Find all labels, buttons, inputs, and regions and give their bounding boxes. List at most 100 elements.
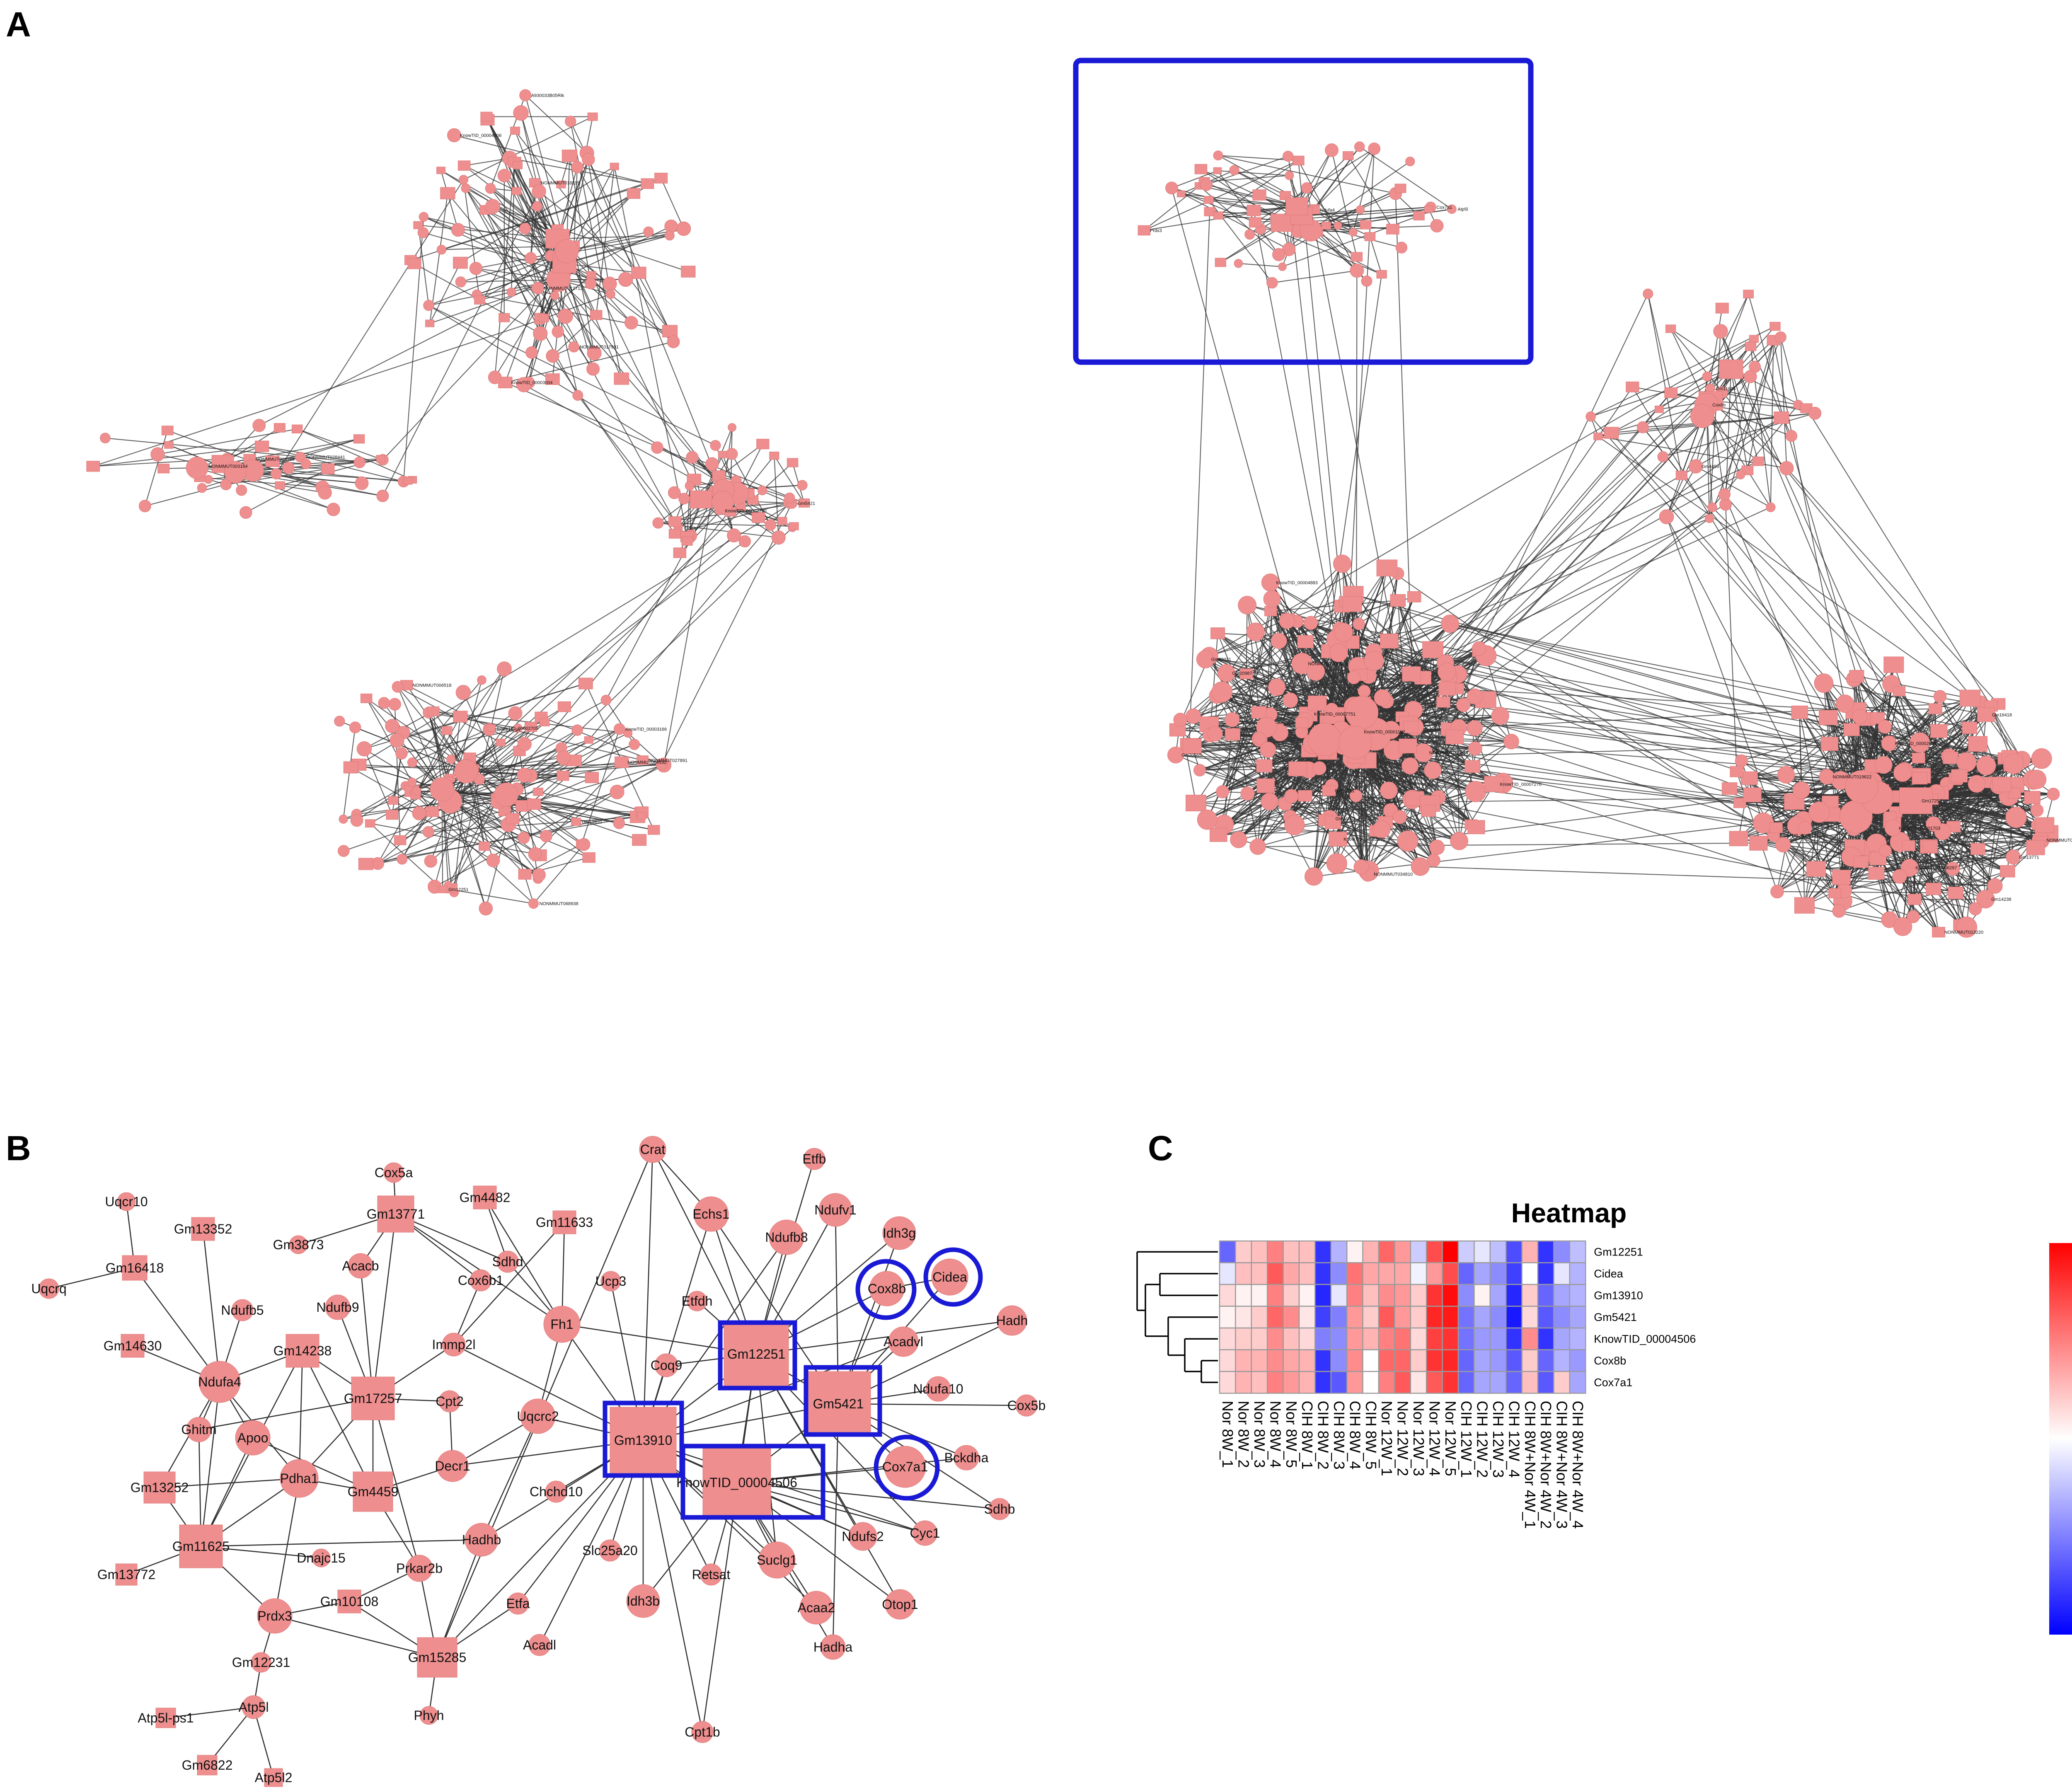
network-node xyxy=(1923,840,1938,852)
network-edge xyxy=(1725,504,1738,772)
network-node xyxy=(430,777,454,801)
node-apoo: Apoo xyxy=(235,1420,271,1456)
network-node xyxy=(1849,670,1864,682)
network-edge xyxy=(1447,688,1856,711)
network-edge xyxy=(382,193,634,460)
network-edge xyxy=(429,262,461,324)
network-node xyxy=(1343,151,1354,160)
network-node xyxy=(327,503,340,516)
node-label: Cox6b1 xyxy=(458,1273,503,1288)
heatmap-cell xyxy=(1251,1349,1268,1372)
network-b-edge xyxy=(200,1381,220,1547)
heatmap-cells xyxy=(1219,1240,1586,1394)
heatmap-cell xyxy=(1219,1327,1236,1350)
network-node xyxy=(392,681,404,693)
network-node xyxy=(578,677,593,689)
node-label: Retsat xyxy=(692,1567,731,1582)
network-node xyxy=(274,423,286,433)
network-node xyxy=(1943,751,1958,764)
heatmap-column-label: CIH 8W+Nor 4W_3 xyxy=(1554,1401,1571,1529)
panel-b-highlights xyxy=(603,1247,983,1520)
node-label: Cidea xyxy=(932,1270,967,1284)
network-edge xyxy=(1806,408,1992,706)
network-node xyxy=(1240,786,1255,801)
heatmap-cell xyxy=(1553,1371,1571,1394)
network-node xyxy=(1350,789,1363,802)
network-node xyxy=(425,319,435,327)
network-node xyxy=(1912,752,1925,764)
node-label: Chchd10 xyxy=(530,1484,583,1499)
network-node xyxy=(1441,614,1460,633)
node-square-shape xyxy=(806,1371,871,1437)
node-gm13772: Gm13772 xyxy=(97,1563,155,1586)
network-edge xyxy=(533,844,584,904)
network-node xyxy=(511,187,521,195)
network-a-node-label: KnowTID_00008297 xyxy=(1915,866,1957,871)
node-square-shape xyxy=(191,1217,215,1241)
gene-highlight-circle xyxy=(855,1259,917,1320)
heatmap-cell xyxy=(1219,1284,1236,1307)
network-a-node-label: NONMMUT037108 xyxy=(2046,838,2072,843)
node-square-shape xyxy=(122,1255,148,1281)
network-node xyxy=(1350,263,1364,278)
network-edge xyxy=(663,491,714,765)
node-label: Sdhd xyxy=(492,1254,523,1269)
node-label: Slc25a20 xyxy=(582,1543,637,1558)
network-node xyxy=(441,726,453,735)
node-square-shape xyxy=(724,1321,789,1387)
network-node xyxy=(1285,197,1308,215)
node-circle-shape xyxy=(639,1136,666,1163)
node-circle-shape xyxy=(626,1584,660,1618)
node-etfdh: Etfdh xyxy=(682,1291,712,1311)
network-node xyxy=(1926,816,1941,832)
network-node xyxy=(494,782,518,807)
network-b-edge xyxy=(453,1222,565,1345)
network-node xyxy=(1284,789,1299,803)
network-node xyxy=(1307,695,1327,711)
heatmap-column-label: Nor 12W_5 xyxy=(1442,1401,1459,1476)
network-node xyxy=(1283,150,1294,162)
network-node xyxy=(1654,405,1664,413)
network-node xyxy=(1239,668,1253,680)
network-b-edge xyxy=(642,1149,654,1441)
node-gm13252: Gm13252 xyxy=(131,1471,189,1504)
network-node xyxy=(1715,302,1729,314)
network-node xyxy=(1769,822,1783,833)
heatmap-cell xyxy=(1505,1262,1523,1285)
network-node xyxy=(686,451,699,464)
network-node xyxy=(587,112,598,121)
network-node xyxy=(1279,613,1295,629)
network-node xyxy=(1878,720,1892,734)
heatmap-cell xyxy=(1251,1262,1268,1285)
network-node xyxy=(637,812,646,820)
network-edge xyxy=(552,314,597,356)
network-edge xyxy=(412,728,491,763)
network-node xyxy=(652,517,664,529)
network-node xyxy=(1234,259,1243,268)
network-a-node-label: Cox7a1 xyxy=(1436,205,1452,210)
network-node xyxy=(799,498,810,508)
heatmap-column-label: CIH 8W+Nor 4W_2 xyxy=(1537,1401,1554,1529)
network-node xyxy=(1832,904,1846,918)
heatmap-cell xyxy=(1505,1327,1523,1350)
network-node xyxy=(1229,165,1239,176)
panel-a-network: NONMMUT018215 KnowTID_00003004 NONMMUT0179… xyxy=(86,58,2072,938)
network-node xyxy=(1688,459,1703,474)
network-edge xyxy=(454,135,648,184)
network-node xyxy=(1380,634,1399,649)
network-node xyxy=(1411,857,1430,876)
network-edge xyxy=(428,305,738,494)
heatmap-cell xyxy=(1410,1262,1427,1285)
heatmap-cell xyxy=(1553,1240,1571,1263)
heatmap-row-dendrogram xyxy=(1136,1251,1218,1383)
network-edge xyxy=(466,761,566,772)
network-edge xyxy=(392,753,402,801)
heatmap-cell xyxy=(1442,1240,1459,1263)
network-node xyxy=(545,373,560,385)
node-square-shape xyxy=(552,1210,576,1234)
network-edge xyxy=(378,812,641,864)
network-node xyxy=(1899,787,1933,814)
network-node xyxy=(1743,290,1754,299)
heatmap-cell xyxy=(1505,1371,1523,1394)
network-node xyxy=(637,755,649,765)
